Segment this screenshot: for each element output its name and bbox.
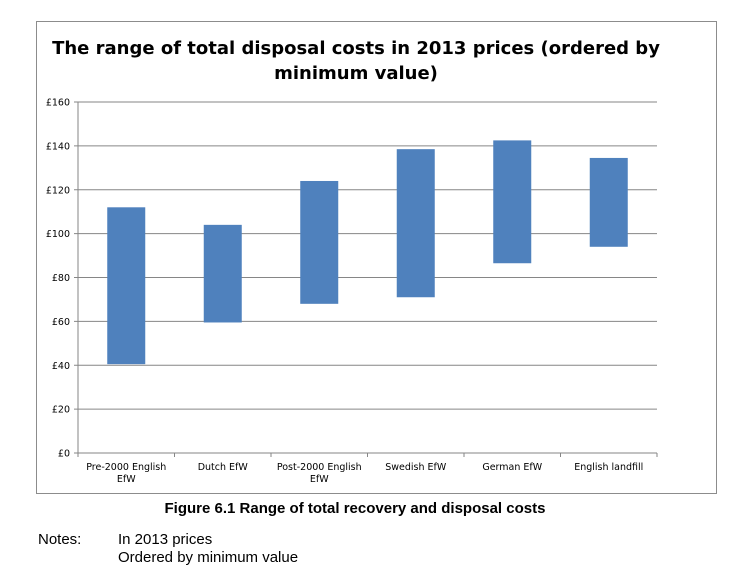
y-tick-label: £80 <box>52 273 70 284</box>
y-tick-label: £60 <box>52 317 70 328</box>
x-category-label: Post-2000 English EfW <box>277 462 362 485</box>
range-bar <box>396 149 435 298</box>
note-line: Ordered by minimum value <box>118 549 299 566</box>
x-category-label: Swedish EfW <box>385 462 447 473</box>
x-category-label: German EfW <box>482 462 542 473</box>
chart-title: The range of total disposal costs in 201… <box>52 38 660 84</box>
figure-caption: Figure 6.1 Range of total recovery and d… <box>164 500 546 517</box>
y-tick-label: £0 <box>58 449 70 460</box>
y-tick-label: £20 <box>52 405 70 416</box>
range-bar <box>493 140 532 264</box>
y-tick-label: £120 <box>46 185 70 196</box>
chart-plot: £0 £20 £40 £60 £80 £100 £120 £140 £160 Pre-2000 E… <box>46 98 658 485</box>
y-tick-label: £100 <box>46 229 70 240</box>
range-bar <box>203 224 242 323</box>
x-category-label: Dutch EfW <box>198 462 249 473</box>
chart-frame <box>36 21 717 494</box>
x-category-label: English landfill <box>574 462 643 473</box>
range-bar <box>107 207 146 365</box>
x-category-label: Pre-2000 English EfW <box>86 462 166 485</box>
range-bar <box>300 180 339 304</box>
y-tick-label: £160 <box>46 98 70 109</box>
range-bar <box>589 157 628 247</box>
notes-label: Notes: <box>38 531 82 548</box>
y-tick-label: £140 <box>46 141 70 152</box>
note-line: In 2013 prices <box>118 531 213 548</box>
y-tick-label: £40 <box>52 361 70 372</box>
